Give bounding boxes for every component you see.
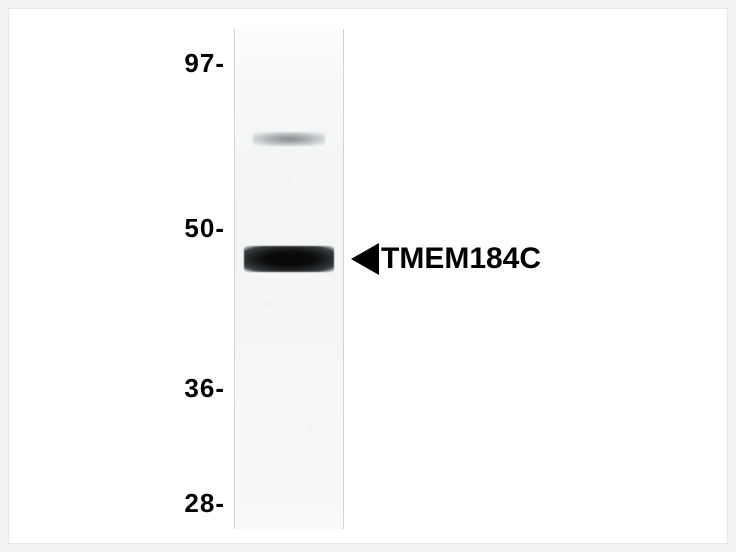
mw-marker-label: 50- [7,213,225,244]
nonspecific-band [253,132,325,146]
western-blot: 97- 50- 36- 28- TMEM184C [9,9,727,543]
mw-value: 97 [184,48,215,78]
band-pointer-arrow-icon [351,243,379,275]
mw-marker-label: 97- [7,48,225,79]
figure-card: 97- 50- 36- 28- TMEM184C [8,8,728,544]
mw-value: 36 [184,373,215,403]
protein-name-text: TMEM184C [381,242,541,275]
mw-marker-label: 36- [7,373,225,404]
protein-name-label: TMEM184C [381,242,541,276]
mw-marker-label: 28- [7,488,225,519]
mw-value: 50 [184,213,215,243]
mw-value: 28 [184,488,215,518]
gel-lane [234,29,344,529]
target-band [244,246,334,272]
